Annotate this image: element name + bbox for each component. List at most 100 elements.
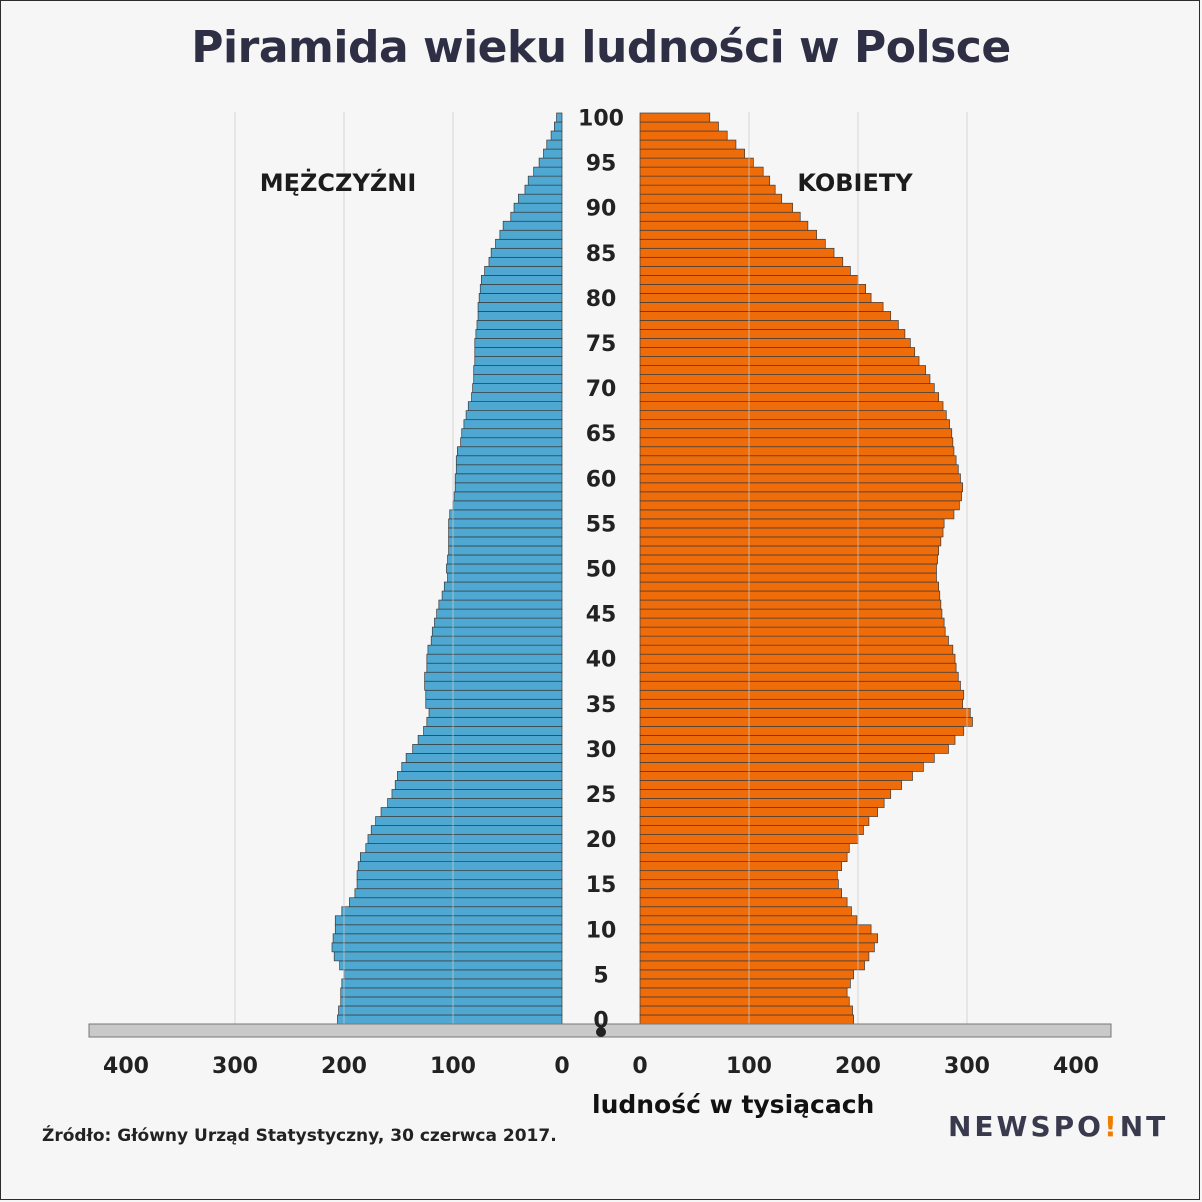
bar-men-age-25 bbox=[391, 789, 563, 799]
bar-women-age-87 bbox=[639, 229, 817, 240]
bar-men-age-27 bbox=[397, 771, 563, 781]
bar-women-age-8 bbox=[639, 942, 875, 953]
bar-women-age-45 bbox=[639, 608, 943, 619]
age-tick-label: 75 bbox=[586, 332, 617, 357]
bar-women-age-23 bbox=[639, 807, 878, 817]
bar-men-age-90 bbox=[513, 202, 563, 213]
bar-men-age-20 bbox=[367, 834, 563, 844]
bar-women-age-79 bbox=[639, 302, 884, 312]
bar-men-age-8 bbox=[331, 942, 563, 953]
bar-women-age-26 bbox=[639, 780, 902, 790]
bar-men-age-0 bbox=[337, 1014, 563, 1025]
women-series-label: KOBIETY bbox=[797, 169, 913, 197]
bar-men-age-75 bbox=[474, 338, 563, 348]
bar-women-age-43 bbox=[639, 626, 946, 637]
bar-men-age-37 bbox=[424, 680, 563, 691]
bar-women-age-84 bbox=[639, 256, 844, 267]
bar-women-age-51 bbox=[639, 554, 938, 565]
bar-men-age-12 bbox=[341, 906, 563, 917]
bar-women-age-18 bbox=[639, 852, 848, 862]
bar-men-age-1 bbox=[338, 1005, 563, 1016]
source-note: Źródło: Główny Urząd Statystyczny, 30 cz… bbox=[42, 1126, 557, 1146]
bar-women-age-42 bbox=[639, 635, 949, 646]
bar-women-age-90 bbox=[639, 202, 793, 213]
bar-women-age-56 bbox=[639, 509, 955, 520]
bar-women-age-15 bbox=[639, 879, 839, 890]
bar-women-age-72 bbox=[639, 365, 926, 375]
bar-men-age-14 bbox=[354, 888, 563, 899]
bar-men-age-4 bbox=[341, 978, 563, 989]
bar-women-age-31 bbox=[639, 735, 956, 745]
bar-men-age-33 bbox=[426, 716, 563, 727]
bar-men-age-56 bbox=[449, 509, 563, 520]
bar-men-age-57 bbox=[452, 500, 563, 511]
bar-men-age-26 bbox=[394, 780, 563, 790]
bar-women-age-5 bbox=[639, 969, 854, 980]
bar-women-age-91 bbox=[639, 193, 783, 204]
bar-women-age-33 bbox=[639, 716, 973, 727]
bar-men-age-43 bbox=[431, 626, 563, 637]
x-tick-label-men: 200 bbox=[321, 1054, 367, 1079]
bar-women-age-40 bbox=[639, 653, 956, 664]
bar-men-age-91 bbox=[518, 193, 563, 204]
bar-women-age-88 bbox=[639, 220, 809, 231]
bar-women-age-4 bbox=[639, 978, 851, 989]
bar-men-age-40 bbox=[426, 653, 563, 664]
bar-men-age-3 bbox=[340, 987, 563, 998]
bar-women-age-93 bbox=[639, 175, 771, 186]
bar-women-age-86 bbox=[639, 238, 826, 249]
age-tick-label: 65 bbox=[586, 422, 617, 447]
bar-men-age-61 bbox=[455, 464, 563, 475]
bar-men-age-82 bbox=[480, 275, 563, 285]
bar-men-age-38 bbox=[424, 671, 563, 682]
bar-men-age-51 bbox=[447, 554, 563, 565]
bar-women-age-34 bbox=[639, 707, 971, 718]
bar-men-age-96 bbox=[543, 148, 563, 159]
bar-women-age-6 bbox=[639, 960, 865, 971]
bar-men-age-24 bbox=[387, 798, 563, 808]
bar-women-age-96 bbox=[639, 148, 745, 159]
x-tick-label-men: 300 bbox=[212, 1054, 258, 1079]
men-series-label: MĘŻCZYŹNI bbox=[260, 168, 417, 197]
bar-men-age-64 bbox=[460, 437, 563, 448]
bar-men-age-31 bbox=[417, 735, 563, 745]
x-tick-label-women: 200 bbox=[835, 1054, 881, 1079]
bar-women-age-9 bbox=[639, 933, 878, 944]
bar-women-age-71 bbox=[639, 374, 931, 384]
bar-women-age-57 bbox=[639, 500, 960, 511]
bar-men-age-70 bbox=[472, 383, 563, 393]
bar-women-age-50 bbox=[639, 563, 937, 574]
bar-men-age-39 bbox=[426, 662, 563, 673]
bar-men-age-92 bbox=[524, 184, 563, 195]
bar-women-age-74 bbox=[639, 347, 916, 357]
x-axis-label: ludność w tysiącach bbox=[592, 1090, 875, 1119]
age-tick-label: 5 bbox=[593, 963, 608, 988]
bar-men-age-42 bbox=[430, 635, 563, 646]
bar-women-age-48 bbox=[639, 581, 940, 592]
bar-men-age-52 bbox=[448, 545, 563, 556]
bar-men-age-10 bbox=[334, 924, 563, 935]
bar-men-age-6 bbox=[339, 960, 563, 971]
bar-men-age-48 bbox=[443, 581, 563, 592]
bar-women-age-46 bbox=[639, 599, 942, 610]
bar-women-age-65 bbox=[639, 428, 953, 439]
bar-men-age-62 bbox=[455, 455, 563, 466]
x-tick-label-men: 100 bbox=[430, 1054, 476, 1079]
bar-women-age-30 bbox=[639, 744, 949, 754]
bar-women-age-95 bbox=[639, 157, 754, 168]
bar-women-age-12 bbox=[639, 906, 852, 917]
bar-men-age-30 bbox=[412, 744, 563, 754]
bar-men-age-16 bbox=[356, 870, 563, 881]
bar-women-age-85 bbox=[639, 247, 835, 258]
age-tick-label: 70 bbox=[586, 377, 617, 402]
age-tick-label: 30 bbox=[586, 738, 617, 763]
bar-women-age-61 bbox=[639, 464, 959, 475]
x-tick-label-women: 0 bbox=[632, 1054, 647, 1079]
bar-men-age-47 bbox=[441, 590, 563, 601]
bar-men-age-99 bbox=[554, 121, 563, 132]
bar-men-age-53 bbox=[448, 536, 563, 547]
bar-women-age-36 bbox=[639, 689, 965, 700]
bar-women-age-3 bbox=[639, 987, 848, 998]
bar-men-age-69 bbox=[471, 392, 563, 402]
bar-men-age-89 bbox=[510, 211, 563, 222]
